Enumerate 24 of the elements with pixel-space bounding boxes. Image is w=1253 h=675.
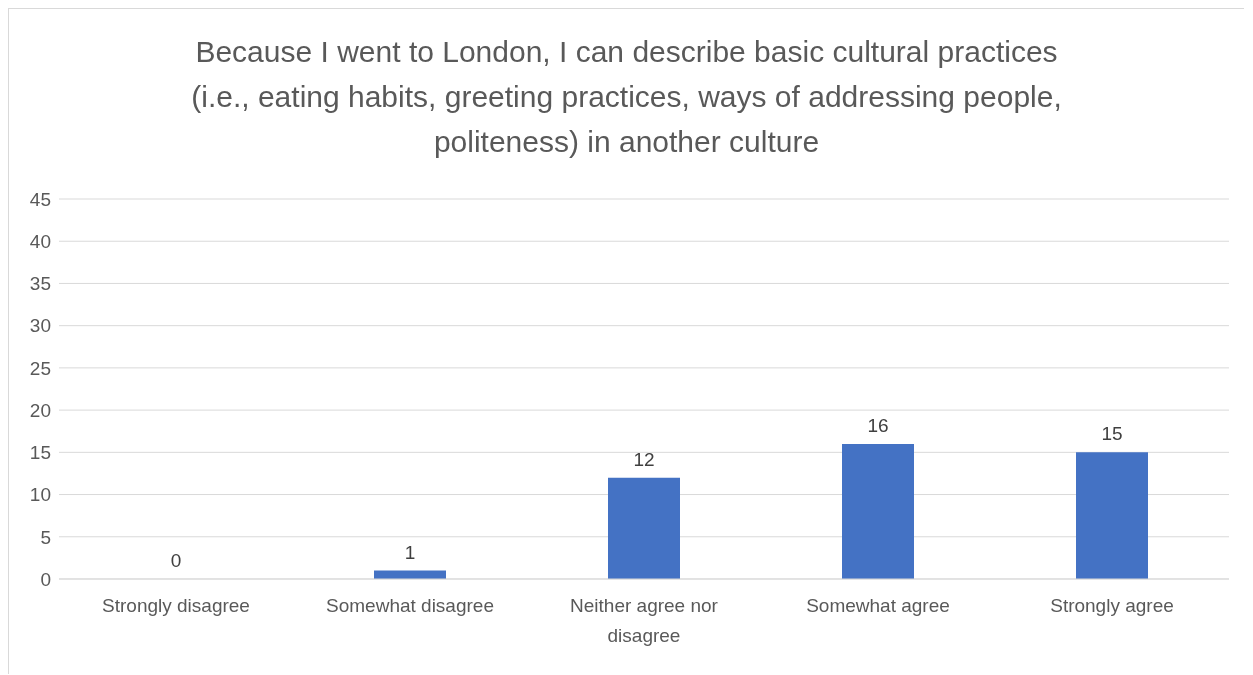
x-tick-label: Neither agree nor disagree: [570, 595, 719, 647]
y-tick-label: 5: [40, 526, 51, 548]
y-tick-label: 20: [29, 399, 51, 421]
data-label: 0: [170, 550, 182, 571]
x-tick-label: Strongly disagree: [102, 595, 250, 617]
y-tick-label: 15: [29, 442, 51, 464]
x-tick-label: Somewhat agree: [806, 595, 950, 617]
chart-title: Because I went to London, I can describe basic cultural practices (i.e., eating habits, greeting practices, ways of addressing people, politeness) in another culture: [190, 34, 1063, 160]
bar: [842, 443, 914, 579]
y-tick-label: 30: [29, 315, 51, 337]
data-label: 16: [867, 414, 889, 436]
y-tick-label: 45: [29, 188, 51, 210]
y-tick-label: 40: [29, 230, 51, 252]
x-tick-label: Strongly agree: [1050, 595, 1174, 617]
data-label: 1: [404, 541, 416, 563]
data-label: 15: [1101, 423, 1123, 445]
x-tick-label: Somewhat disagree: [326, 595, 494, 617]
bar: [1076, 452, 1148, 579]
y-tick-label: 0: [40, 568, 51, 590]
y-tick-label: 25: [29, 357, 51, 379]
y-tick-label: 35: [29, 273, 51, 295]
data-label: 12: [633, 448, 655, 470]
bar: [608, 477, 680, 579]
y-tick-label: 10: [29, 484, 51, 506]
